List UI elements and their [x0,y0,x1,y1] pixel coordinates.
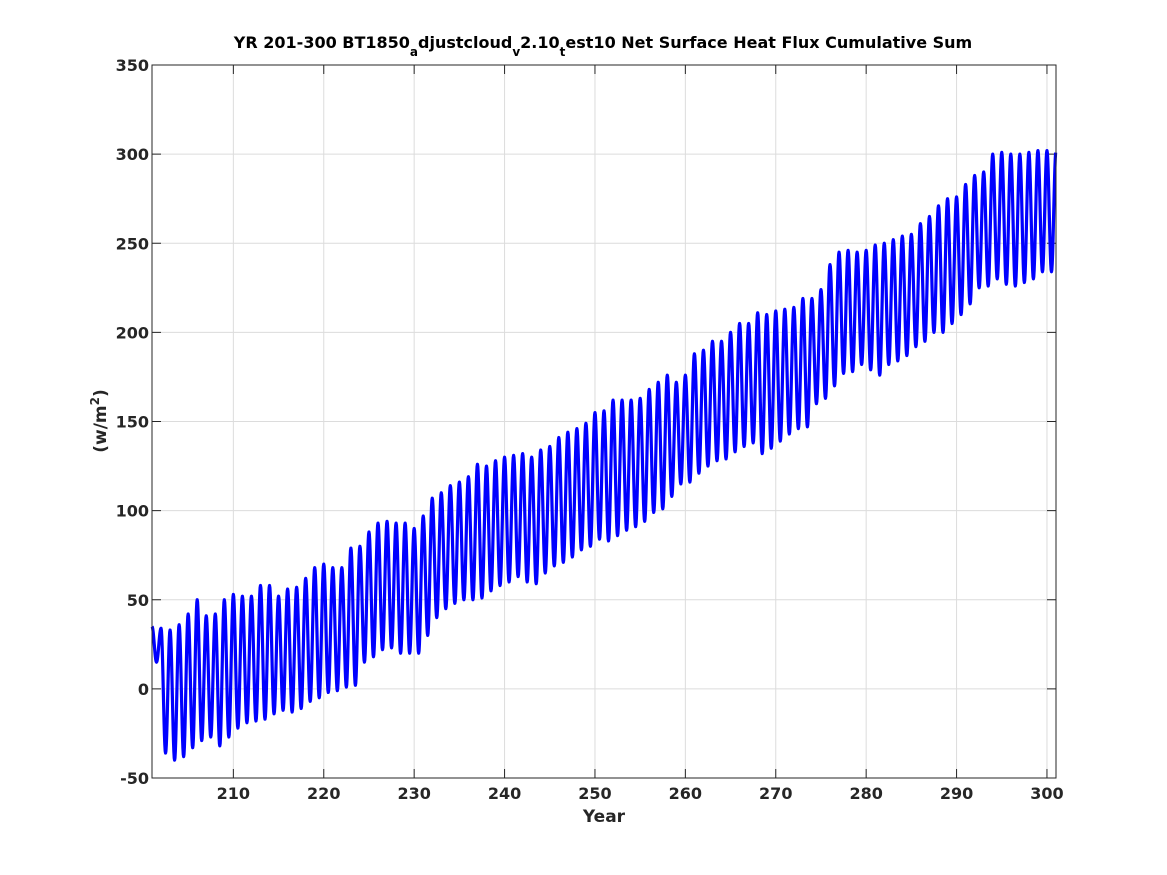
x-tick-label: 240 [488,784,521,803]
y-tick-label: 50 [127,591,149,610]
chart-title: YR 201-300 BT1850adjustcloudv2.10test10 … [233,33,972,59]
series-layer [150,148,1058,762]
x-tick-label: 300 [1030,784,1063,803]
x-axis-label: Year [582,807,626,827]
x-tick-label: 250 [578,784,611,803]
x-tick-label: 230 [397,784,430,803]
y-tick-label: 100 [116,502,149,521]
y-tick-label: 150 [116,413,149,432]
x-tick-label: 220 [307,784,340,803]
title-part-4: est10 Net Surface Heat Flux Cumulative S… [565,33,972,52]
y-axis-label: (w/m2) [88,389,111,453]
series-line [150,148,1058,762]
y-tick-label: -50 [120,769,149,788]
title-subscript-2: v [512,45,520,59]
y-tick-label: 250 [116,234,149,253]
x-tick-label: 290 [940,784,973,803]
title-subscript-1: a [410,45,418,59]
y-axis-label-base: (w/m [91,405,111,452]
x-tick-label: 210 [217,784,250,803]
x-tick-labels: 210 220 230 240 250 260 270 280 290 300 [217,784,1064,803]
tick-mark-layer [152,64,1056,779]
y-axis-label-superscript: 2 [88,397,102,405]
title-part-2: djustcloud [418,33,512,52]
y-tick-label: 200 [116,323,149,342]
x-tick-label: 280 [849,784,882,803]
title-part-3: 2.10 [520,33,559,52]
y-tick-label: 0 [138,680,149,699]
plot-frame [151,64,1057,779]
title-part-1: YR 201-300 BT1850 [233,33,410,52]
x-tick-label: 270 [759,784,792,803]
x-tick-label: 260 [669,784,702,803]
title-subscript-3: t [560,45,566,59]
y-tick-label: 350 [116,56,149,75]
y-tick-label: 300 [116,145,149,164]
y-tick-labels: -50 0 50 100 150 200 250 300 350 [116,56,149,788]
y-axis-label-close: ) [91,389,111,397]
